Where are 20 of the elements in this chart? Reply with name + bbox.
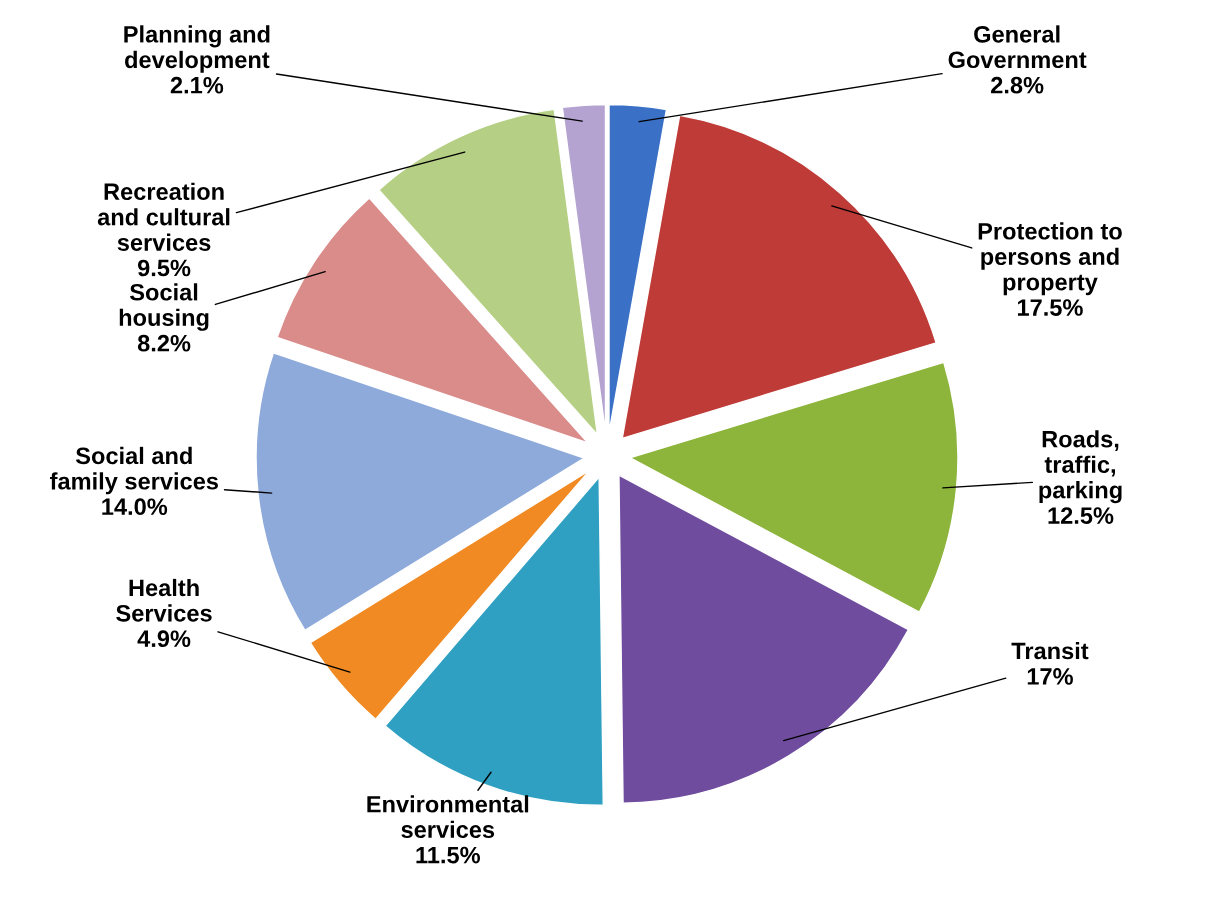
data-label: 9.5% [137, 259, 191, 277]
slice-label: Environmental services [367, 795, 529, 839]
slice-label: Planning and development [124, 25, 270, 73]
slice-label: Social housing [119, 283, 209, 331]
slice-label: Social and family services [50, 446, 218, 495]
data-label: 14.0% [102, 498, 168, 516]
slice-label: General Government [948, 25, 1087, 69]
slice-label: Roads, traffic, parking [1039, 430, 1122, 504]
slice-label: Protection to persons and property [978, 222, 1122, 296]
data-label: 2.1% [170, 76, 224, 94]
data-label: 12.5% [1048, 507, 1114, 524]
data-label: 17% [1027, 668, 1073, 685]
slice-label: Transit [1011, 642, 1089, 660]
data-label: 17.5% [1017, 299, 1083, 316]
slice-label: Health Services [116, 578, 212, 622]
data-label: 8.2% [137, 334, 191, 352]
data-label: 11.5% [416, 846, 481, 864]
data-label: 2.8% [991, 76, 1044, 94]
slice-label: Recreation and cultural services [97, 182, 230, 251]
data-label: 4.9% [137, 630, 191, 648]
